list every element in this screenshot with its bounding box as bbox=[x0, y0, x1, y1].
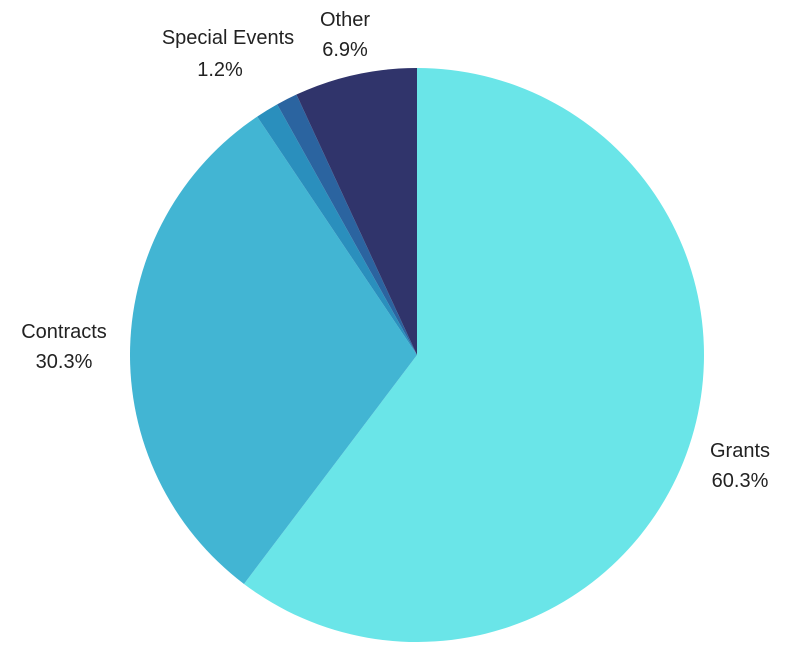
slice-value-special-events: 1.2% bbox=[197, 59, 243, 81]
pie-slice-unlabeled-2 bbox=[257, 104, 417, 356]
slice-label-contracts: Contracts bbox=[21, 321, 107, 343]
slice-value-contracts: 30.3% bbox=[36, 351, 93, 373]
slice-label-other: Other bbox=[320, 9, 370, 31]
slice-label-grants: Grants bbox=[710, 440, 770, 462]
slice-value-other: 6.9% bbox=[322, 39, 368, 61]
pie-slice-contracts bbox=[130, 116, 417, 584]
pie-slice-grants bbox=[243, 68, 704, 642]
pie-labels: Grants 60.3% Contracts 30.3% Special Eve… bbox=[21, 9, 770, 492]
pie-slice-special-events bbox=[277, 94, 417, 356]
pie-slice-other bbox=[296, 68, 417, 355]
slice-label-special-events: Special Events bbox=[162, 27, 294, 49]
slice-value-grants: 60.3% bbox=[712, 470, 769, 492]
pie-slices bbox=[130, 68, 704, 642]
